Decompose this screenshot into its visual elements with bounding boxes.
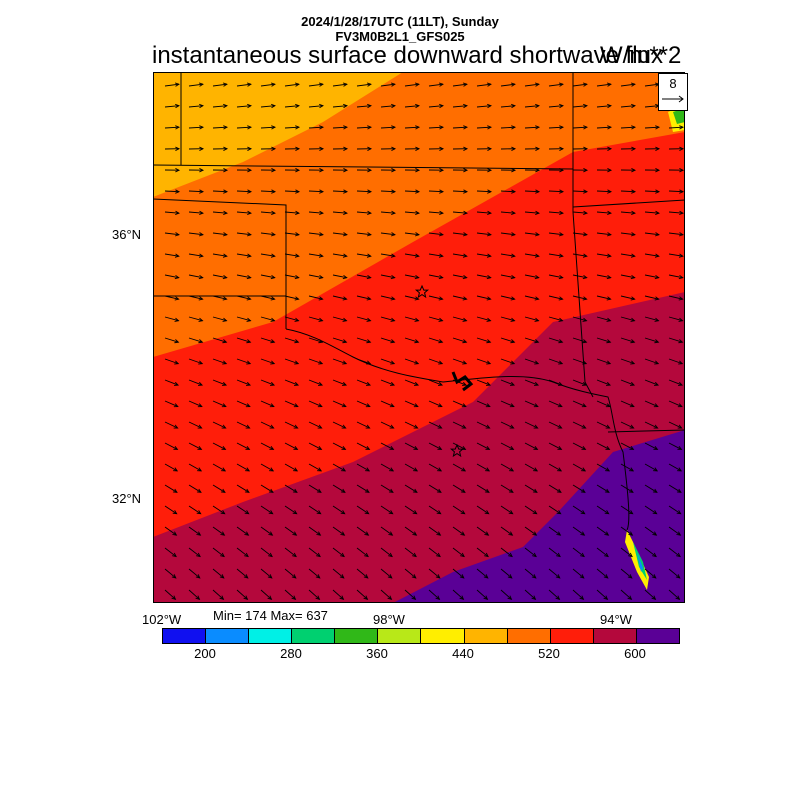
colorbar-swatch bbox=[378, 629, 422, 643]
colorbar-tick-label: 280 bbox=[280, 646, 302, 661]
wind-vectors bbox=[164, 82, 685, 601]
lon-label-102w: 102°W bbox=[142, 612, 182, 627]
map-frame bbox=[153, 72, 685, 603]
field-map bbox=[153, 72, 685, 603]
valid-time-label: 2024/1/28/17UTC (11LT), Sunday bbox=[301, 14, 499, 29]
colorbar-swatch bbox=[249, 629, 293, 643]
city-star-dallas bbox=[449, 443, 465, 458]
model-name-label: FV3M0B2L1_GFS025 bbox=[335, 29, 465, 44]
colorbar-tick-label: 200 bbox=[194, 646, 216, 661]
map-panel bbox=[153, 72, 685, 603]
reference-vector-box: 8 bbox=[658, 73, 688, 111]
colorbar-tick-label: 440 bbox=[452, 646, 474, 661]
cloud-streak-east-texas bbox=[625, 530, 649, 590]
colorbar-swatch bbox=[421, 629, 465, 643]
colorbar-swatch bbox=[464, 629, 508, 643]
colorbar-swatch bbox=[636, 629, 679, 643]
city-star-oklahoma-city bbox=[414, 284, 430, 299]
lon-label-98w: 98°W bbox=[373, 612, 405, 627]
min-max-label: Min= 174 Max= 637 bbox=[213, 608, 328, 623]
units-label: W/m**2 bbox=[600, 42, 682, 69]
colorbar-swatch bbox=[335, 629, 379, 643]
reference-arrow-icon bbox=[662, 95, 684, 103]
colorbar-tick-label: 360 bbox=[366, 646, 388, 661]
colorbar-swatch bbox=[163, 629, 207, 643]
reference-vector-value: 8 bbox=[669, 76, 677, 91]
colorbar-swatch bbox=[292, 629, 336, 643]
colorbar-swatch bbox=[593, 629, 637, 643]
cloud-patch-northeast bbox=[668, 104, 685, 132]
colorbar-swatch bbox=[507, 629, 551, 643]
colorbar-swatch bbox=[550, 629, 594, 643]
colorbar-tick-label: 520 bbox=[538, 646, 560, 661]
lat-label-32n: 32°N bbox=[112, 491, 142, 506]
colorbar-swatch bbox=[206, 629, 250, 643]
lake-texoma bbox=[451, 371, 474, 392]
colorbar-tick-label: 600 bbox=[624, 646, 646, 661]
lon-label-94w: 94°W bbox=[600, 612, 632, 627]
colorbar bbox=[162, 628, 680, 644]
map-title: instantaneous surface downward shortwave… bbox=[152, 42, 663, 69]
lat-label-36n: 36°N bbox=[112, 227, 142, 242]
